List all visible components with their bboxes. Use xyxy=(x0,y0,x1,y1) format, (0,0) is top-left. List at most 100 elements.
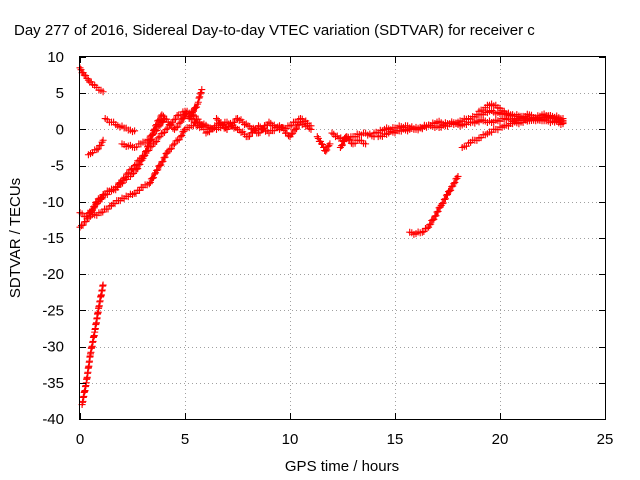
data-point xyxy=(143,136,151,144)
data-series xyxy=(76,64,567,409)
data-point xyxy=(346,136,354,144)
data-point xyxy=(174,136,182,144)
data-point xyxy=(162,125,170,133)
data-point xyxy=(148,174,156,182)
data-point xyxy=(196,90,204,98)
data-point xyxy=(153,127,161,135)
data-point xyxy=(289,130,297,138)
data-point xyxy=(265,118,273,126)
series-arc-m xyxy=(328,129,378,144)
data-point xyxy=(178,131,186,139)
data-point xyxy=(326,140,334,148)
data-point xyxy=(287,130,295,138)
x-axis-label: GPS time / hours xyxy=(285,458,399,475)
data-point xyxy=(104,205,112,213)
data-point xyxy=(209,125,217,133)
data-point xyxy=(157,130,165,138)
y-axis-label: SDTVAR / TECUs xyxy=(7,178,24,298)
data-point xyxy=(431,212,439,220)
data-point xyxy=(186,113,194,121)
data-point xyxy=(169,141,177,149)
series-arc-b xyxy=(78,281,107,409)
y-tick-label: -25 xyxy=(42,302,64,319)
data-point xyxy=(286,122,294,130)
data-point xyxy=(429,216,437,224)
data-point xyxy=(151,127,159,135)
data-point xyxy=(136,186,143,194)
data-point xyxy=(146,178,154,186)
data-point xyxy=(175,136,183,144)
data-point xyxy=(430,215,438,223)
data-point xyxy=(196,93,204,101)
data-point xyxy=(79,221,87,229)
y-tick-label: -15 xyxy=(42,230,64,247)
grid xyxy=(80,57,605,419)
data-point xyxy=(157,161,165,169)
series-arc-l xyxy=(313,133,334,155)
data-point xyxy=(97,209,105,217)
data-point xyxy=(158,118,166,126)
data-point xyxy=(145,180,153,188)
data-point xyxy=(170,116,178,124)
data-point xyxy=(146,132,154,140)
x-tick-label: 20 xyxy=(492,431,509,448)
y-tick-label: 10 xyxy=(47,49,64,66)
data-point xyxy=(228,122,235,130)
data-point xyxy=(339,141,346,149)
data-point xyxy=(82,72,90,80)
data-point xyxy=(307,122,315,130)
x-tick-label: 15 xyxy=(387,431,404,448)
data-point xyxy=(127,165,135,173)
data-point xyxy=(99,208,107,216)
data-point xyxy=(111,200,119,208)
y-tick-label: -40 xyxy=(42,411,64,428)
data-point xyxy=(244,122,252,130)
data-point xyxy=(83,74,91,82)
data-point xyxy=(442,191,450,199)
data-point xyxy=(198,86,206,94)
data-point xyxy=(426,221,434,229)
data-point xyxy=(319,140,327,148)
data-point xyxy=(183,109,191,117)
data-point xyxy=(291,125,299,133)
data-point xyxy=(343,133,351,141)
data-point xyxy=(187,112,195,120)
data-point xyxy=(246,132,253,140)
series-arc-g xyxy=(84,136,107,159)
data-point xyxy=(172,124,180,132)
series-arc-e xyxy=(87,107,208,217)
data-point xyxy=(174,123,182,131)
data-point xyxy=(146,143,154,151)
data-point xyxy=(559,118,567,126)
data-point xyxy=(90,203,98,211)
data-point xyxy=(213,115,220,123)
data-point xyxy=(154,166,162,174)
data-point xyxy=(159,118,167,126)
series-arc-k xyxy=(213,115,315,137)
series-arc-f xyxy=(101,115,139,136)
x-tick-label: 0 xyxy=(76,431,84,448)
data-point xyxy=(444,191,451,199)
series-arc-s xyxy=(475,100,567,126)
x-tick-label: 5 xyxy=(181,431,189,448)
y-tick-label: -35 xyxy=(42,375,64,392)
data-point xyxy=(202,129,210,137)
data-point xyxy=(447,186,455,194)
data-point xyxy=(322,147,330,155)
data-point xyxy=(440,195,448,203)
data-point xyxy=(192,104,199,112)
data-point xyxy=(92,198,100,206)
data-point xyxy=(145,136,153,144)
data-point xyxy=(156,133,164,141)
data-point xyxy=(328,129,336,137)
data-point xyxy=(241,121,248,129)
data-point xyxy=(293,118,301,126)
data-point xyxy=(158,111,166,119)
data-point xyxy=(120,174,128,182)
data-point xyxy=(171,140,178,148)
data-point xyxy=(222,124,229,132)
data-point xyxy=(341,137,349,145)
data-point xyxy=(167,145,175,153)
data-point xyxy=(145,147,153,155)
data-point xyxy=(173,112,181,120)
